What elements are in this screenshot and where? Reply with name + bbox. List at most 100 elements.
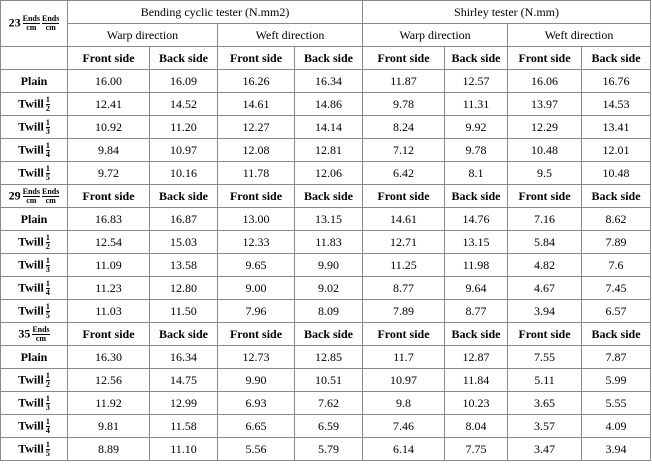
side-header: Back side	[149, 184, 218, 208]
value-cell: 10.97	[362, 368, 445, 392]
value-cell: 8.1	[444, 161, 508, 185]
value-cell: 12.73	[217, 345, 295, 369]
fraction-top: Ends	[42, 186, 60, 197]
fraction-top: 1	[45, 117, 50, 128]
value-cell: 10.97	[149, 138, 218, 162]
value-cell: 6.42	[362, 161, 445, 185]
value-cell: 12.85	[294, 345, 363, 369]
value-cell: 12.54	[67, 230, 150, 254]
header-row: 23 Ends cm Ends cm Bending cyclic tester (N.m…	[0, 0, 652, 47]
fraction-top: Ends	[42, 14, 60, 24]
value-cell: 7.75	[444, 437, 508, 461]
value-cell: 12.57	[444, 69, 508, 93]
value-cell: 14.61	[362, 207, 445, 231]
group-header: Bending cyclic tester (N.mm2)	[67, 0, 363, 24]
row-label: Plain	[0, 345, 68, 369]
value-cell: 10.16	[149, 161, 218, 185]
section-number: 23	[8, 15, 21, 30]
side-header: Back side	[294, 184, 363, 208]
section-label: 23 Ends cm Ends cm	[0, 0, 68, 47]
fraction-bottom: 5	[45, 172, 50, 182]
value-cell: 8.77	[444, 299, 508, 323]
row-name: Twill	[18, 118, 44, 133]
value-cell: 16.83	[67, 207, 150, 231]
side-header: Front side	[67, 184, 150, 208]
value-cell: 11.83	[294, 230, 363, 254]
value-cell: 5.56	[217, 437, 295, 461]
value-cell: 11.50	[149, 299, 218, 323]
value-cell: 16.76	[580, 69, 652, 93]
fraction: Ends cm	[22, 15, 40, 32]
value-cell: 7.16	[507, 207, 582, 231]
fraction: Ends cm	[42, 14, 60, 32]
side-header: Front side	[217, 322, 295, 346]
value-cell: 14.52	[149, 92, 218, 116]
direction-header: Weft direction	[217, 23, 363, 47]
value-cell: 10.51	[294, 368, 363, 392]
value-cell: 12.01	[580, 138, 652, 162]
row-name: Twill	[18, 417, 44, 432]
row-name: Plain	[20, 73, 48, 88]
value-cell: 13.15	[294, 207, 363, 231]
value-cell: 8.77	[362, 276, 445, 300]
value-cell: 6.59	[294, 414, 363, 438]
data-row: Twill 1 4 9.84 10.97 12.08 12.81 7.12 9.78 10.48 1…	[0, 138, 652, 162]
side-header: Back side	[294, 46, 363, 70]
fraction-bottom: 3	[45, 264, 50, 274]
value-cell: 16.00	[67, 69, 150, 93]
value-cell: 16.30	[67, 345, 150, 369]
value-cell: 10.48	[507, 138, 582, 162]
value-cell: 9.81	[67, 414, 150, 438]
fraction-bottom: 2	[45, 241, 50, 251]
fraction: Ends cm	[42, 186, 60, 205]
row-name: Twill	[18, 141, 44, 156]
value-cell: 12.06	[294, 161, 363, 185]
row-name: Twill	[18, 164, 44, 179]
value-cell: 12.41	[67, 92, 150, 116]
fraction-bottom: 4	[45, 287, 50, 297]
side-header: Front side	[362, 46, 445, 70]
value-cell: 3.65	[507, 391, 582, 415]
value-cell: 14.76	[444, 207, 508, 231]
value-cell: 8.04	[444, 414, 508, 438]
value-cell: 9.65	[217, 253, 295, 277]
empty-cell	[0, 46, 68, 70]
row-name: Twill	[18, 95, 44, 110]
value-cell: 13.15	[444, 230, 508, 254]
data-row: Twill 1 2 12.41 14.52 14.61 14.86 9.78 11.31 13.9…	[0, 92, 652, 116]
value-cell: 15.03	[149, 230, 218, 254]
value-cell: 11.09	[67, 253, 150, 277]
row-name: Plain	[20, 211, 48, 226]
fraction-bottom: cm	[45, 23, 56, 32]
value-cell: 3.94	[580, 437, 652, 461]
value-cell: 7.12	[362, 138, 445, 162]
value-cell: 3.94	[507, 299, 582, 323]
value-cell: 11.7	[362, 345, 445, 369]
value-cell: 5.84	[507, 230, 582, 254]
fraction-top: 1	[45, 163, 50, 174]
value-cell: 16.26	[217, 69, 295, 93]
fraction-top: Ends	[22, 186, 40, 197]
side-header: Back side	[444, 46, 508, 70]
row-label: Twill 1 4	[0, 138, 68, 162]
fraction-top: 1	[45, 416, 50, 427]
fraction-top: 1	[45, 301, 50, 312]
value-cell: 10.92	[67, 115, 150, 139]
fraction-bottom: cm	[45, 195, 56, 205]
row-name: Twill	[18, 302, 44, 317]
value-cell: 9.90	[217, 368, 295, 392]
row-name: Plain	[20, 349, 48, 364]
value-cell: 12.27	[217, 115, 295, 139]
row-name: Twill	[18, 440, 44, 455]
value-cell: 12.99	[149, 391, 218, 415]
fraction-bottom: 4	[45, 425, 50, 435]
fraction-top: 1	[45, 255, 50, 266]
